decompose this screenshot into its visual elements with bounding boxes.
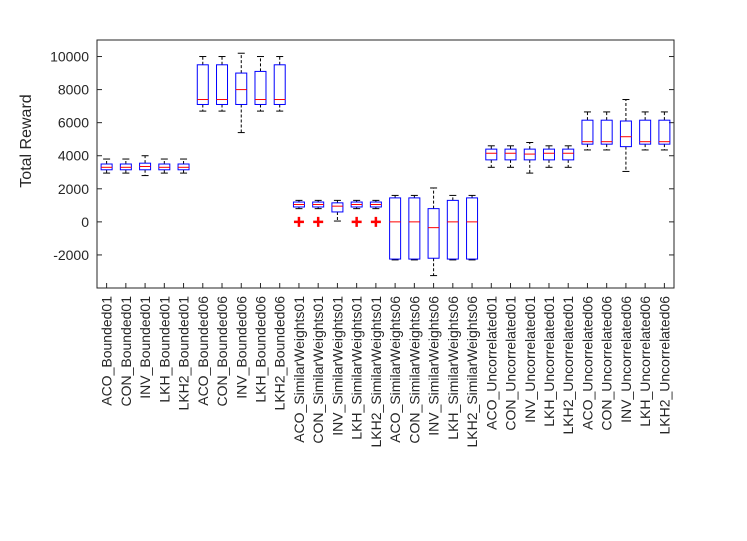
- box-group: [485, 145, 498, 168]
- x-tick-label: CON_Bounded06: [214, 296, 230, 407]
- box-group: [619, 99, 632, 172]
- x-tick-label: INV_Bounded06: [233, 296, 249, 399]
- y-axis: -2000 0 2000 4000 6000 8000 10000: [50, 49, 674, 263]
- x-tick-label: LKH_Bounded06: [252, 296, 268, 403]
- y-tick-label: -2000: [53, 247, 89, 263]
- y-tick-label: 2000: [58, 181, 89, 197]
- box-group: [158, 158, 171, 174]
- x-tick-label: CON_SimilarWeights01: [310, 296, 326, 444]
- x-tick-label: LKH2_Bounded01: [176, 296, 192, 411]
- x-tick-label: CON_Bounded01: [118, 296, 134, 407]
- box-group: [523, 142, 536, 174]
- box-series: [100, 52, 671, 277]
- x-tick-label: INV_Bounded01: [137, 296, 153, 399]
- x-tick-label: LKH2_Uncorrelated01: [560, 296, 576, 435]
- x-tick-label: ACO_SimilarWeights01: [291, 296, 307, 443]
- iqr-box: [466, 197, 479, 260]
- iqr-box: [235, 72, 248, 105]
- x-tick-label: CON_Uncorrelated06: [599, 296, 615, 431]
- y-axis-title: Total Reward: [18, 94, 35, 187]
- box-group: [216, 56, 229, 112]
- box-group: [196, 56, 209, 112]
- box-group: [177, 158, 190, 174]
- x-tick-label: CON_SimilarWeights06: [406, 296, 422, 444]
- x-tick-label: LKH_Uncorrelated06: [637, 296, 653, 427]
- box-group: [100, 158, 113, 174]
- x-tick-label: LKH2_Bounded06: [272, 296, 288, 411]
- iqr-box: [331, 202, 344, 213]
- iqr-box: [216, 64, 229, 105]
- box-group: [408, 194, 421, 261]
- iqr-box: [581, 119, 594, 145]
- x-tick-label: LKH2_SimilarWeights06: [464, 296, 480, 448]
- iqr-box: [485, 148, 498, 161]
- box-group: [369, 199, 382, 227]
- box-group: [542, 145, 555, 168]
- x-tick-label: LKH_SimilarWeights01: [349, 296, 365, 440]
- y-tick-label: 10000: [50, 49, 89, 65]
- box-group: [639, 111, 652, 151]
- iqr-box: [273, 64, 286, 105]
- box-group: [600, 111, 613, 151]
- y-tick-label: 6000: [58, 115, 89, 131]
- iqr-box: [196, 64, 209, 105]
- box-group: [350, 199, 363, 227]
- x-tick-label: ACO_SimilarWeights06: [387, 296, 403, 443]
- box-group: [139, 155, 152, 177]
- x-tick-label: ACO_Bounded06: [195, 296, 211, 406]
- box-group: [331, 199, 344, 222]
- box-group: [119, 158, 132, 174]
- iqr-box: [389, 197, 402, 260]
- iqr-box: [446, 199, 459, 260]
- plot-area: [96, 39, 675, 289]
- box-group: [427, 187, 440, 277]
- box-group: [658, 111, 671, 151]
- box-group: [581, 111, 594, 151]
- x-tick-label: INV_SimilarWeights06: [426, 296, 442, 436]
- box-group: [562, 145, 575, 168]
- iqr-box: [504, 148, 517, 161]
- x-tick-label: ACO_Uncorrelated06: [579, 296, 595, 430]
- box-group: [292, 199, 305, 227]
- iqr-box: [562, 148, 575, 161]
- x-tick-label: ACO_Uncorrelated01: [483, 296, 499, 430]
- box-group: [312, 199, 325, 227]
- y-tick-label: 4000: [58, 148, 89, 164]
- x-tick-label: LKH_SimilarWeights06: [445, 296, 461, 440]
- x-tick-label: INV_Uncorrelated01: [522, 296, 538, 423]
- iqr-box: [658, 119, 671, 145]
- box-group: [446, 194, 459, 261]
- x-tick-label: LKH2_Uncorrelated06: [656, 296, 672, 435]
- iqr-box: [542, 148, 555, 161]
- box-group: [235, 52, 248, 134]
- x-tick-label: LKH_Uncorrelated01: [541, 296, 557, 427]
- box-group: [466, 194, 479, 261]
- iqr-box: [639, 119, 652, 145]
- box-group: [504, 145, 517, 168]
- x-tick-label: LKH_Bounded01: [156, 296, 172, 403]
- box-group: [254, 56, 267, 112]
- iqr-box: [600, 119, 613, 145]
- iqr-box: [408, 197, 421, 260]
- box-group: [389, 194, 402, 261]
- x-tick-label: INV_SimilarWeights01: [329, 296, 345, 436]
- box-group: [273, 56, 286, 112]
- iqr-box: [619, 120, 632, 148]
- iqr-box: [254, 70, 267, 105]
- x-tick-label: LKH2_SimilarWeights01: [368, 296, 384, 448]
- x-tick-label: CON_Uncorrelated01: [503, 296, 519, 431]
- y-tick-label: 0: [81, 214, 89, 230]
- x-axis: ACO_Bounded01 CON_Bounded01 INV_Bounded01 L…: [99, 283, 672, 448]
- y-tick-label: 8000: [58, 82, 89, 98]
- iqr-box: [427, 208, 440, 259]
- x-tick-label: ACO_Bounded01: [99, 296, 115, 406]
- x-tick-label: INV_Uncorrelated06: [618, 296, 634, 423]
